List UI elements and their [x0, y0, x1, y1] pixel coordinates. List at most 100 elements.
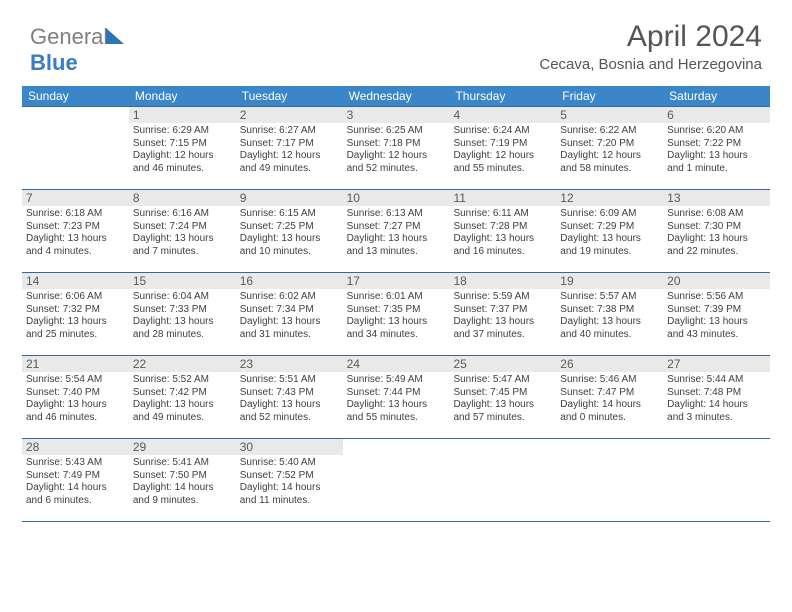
cell-line: Sunrise: 6:06 AM — [26, 291, 125, 304]
calendar-cell: 17Sunrise: 6:01 AMSunset: 7:35 PMDayligh… — [343, 273, 450, 355]
cell-line: Sunrise: 5:49 AM — [347, 374, 446, 387]
cell-line: and 55 minutes. — [347, 412, 446, 425]
cell-line: Daylight: 13 hours — [26, 399, 125, 412]
cell-line: Sunrise: 6:01 AM — [347, 291, 446, 304]
cell-line: Sunrise: 5:54 AM — [26, 374, 125, 387]
cell-line: and 13 minutes. — [347, 246, 446, 259]
calendar-cell: 9Sunrise: 6:15 AMSunset: 7:25 PMDaylight… — [236, 190, 343, 272]
cell-line: Sunset: 7:30 PM — [667, 221, 766, 234]
cell-line: Daylight: 14 hours — [240, 482, 339, 495]
calendar-cell: 29Sunrise: 5:41 AMSunset: 7:50 PMDayligh… — [129, 439, 236, 521]
calendar-cell: 21Sunrise: 5:54 AMSunset: 7:40 PMDayligh… — [22, 356, 129, 438]
cell-line: and 25 minutes. — [26, 329, 125, 342]
calendar-cell: 28Sunrise: 5:43 AMSunset: 7:49 PMDayligh… — [22, 439, 129, 521]
calendar-cell: 25Sunrise: 5:47 AMSunset: 7:45 PMDayligh… — [449, 356, 556, 438]
cell-line: Daylight: 13 hours — [26, 316, 125, 329]
cell-line: Sunrise: 6:13 AM — [347, 208, 446, 221]
calendar-cell — [343, 439, 450, 521]
calendar-cell: 12 Sunrise: 6:09 AMSunset: 7:29 PMDayligh… — [556, 190, 663, 272]
day-number: 22 — [129, 356, 236, 372]
cell-line: Sunrise: 5:44 AM — [667, 374, 766, 387]
cell-line: Sunrise: 5:43 AM — [26, 457, 125, 470]
calendar-cell: 26Sunrise: 5:46 AMSunset: 7:47 PMDayligh… — [556, 356, 663, 438]
day-number: 20 — [663, 273, 770, 289]
day-header: Sunday — [22, 89, 129, 103]
cell-line: Daylight: 13 hours — [240, 233, 339, 246]
calendar-cell: 16Sunrise: 6:02 AMSunset: 7:34 PMDayligh… — [236, 273, 343, 355]
calendar-cell: 18Sunrise: 5:59 AMSunset: 7:37 PMDayligh… — [449, 273, 556, 355]
calendar-cell: 3Sunrise: 6:25 AMSunset: 7:18 PMDaylight… — [343, 107, 450, 189]
calendar-cell: 2Sunrise: 6:27 AMSunset: 7:17 PMDaylight… — [236, 107, 343, 189]
cell-line: Sunset: 7:47 PM — [560, 387, 659, 400]
cell-line: Sunset: 7:19 PM — [453, 138, 552, 151]
page-title: April 2024 — [627, 20, 762, 54]
cell-line: Sunrise: 6:09 AM — [560, 208, 659, 221]
cell-line: Sunset: 7:20 PM — [560, 138, 659, 151]
day-number: 17 — [343, 273, 450, 289]
cell-line: and 37 minutes. — [453, 329, 552, 342]
day-number: 3 — [343, 107, 450, 123]
day-number: 28 — [22, 439, 129, 455]
cell-line: Sunrise: 5:40 AM — [240, 457, 339, 470]
day-number: 18 — [449, 273, 556, 289]
cell-line: Sunset: 7:39 PM — [667, 304, 766, 317]
day-number: 4 — [449, 107, 556, 123]
week-row: 1Sunrise: 6:29 AMSunset: 7:15 PMDaylight… — [22, 106, 770, 189]
day-number: 25 — [449, 356, 556, 372]
week-row: 14Sunrise: 6:06 AMSunset: 7:32 PMDayligh… — [22, 272, 770, 355]
cell-line: Sunset: 7:38 PM — [560, 304, 659, 317]
cell-line: Sunrise: 6:02 AM — [240, 291, 339, 304]
day-number: 11 — [449, 190, 556, 206]
week-row: 7Sunrise: 6:18 AMSunset: 7:23 PMDaylight… — [22, 189, 770, 272]
cell-line: and 1 minute. — [667, 163, 766, 176]
day-header: Monday — [129, 89, 236, 103]
cell-line: Sunset: 7:37 PM — [453, 304, 552, 317]
week-row: 28Sunrise: 5:43 AMSunset: 7:49 PMDayligh… — [22, 438, 770, 522]
cell-line: Sunset: 7:42 PM — [133, 387, 232, 400]
calendar-cell: 6Sunrise: 6:20 AMSunset: 7:22 PMDaylight… — [663, 107, 770, 189]
day-number: 15 — [129, 273, 236, 289]
cell-line: Daylight: 13 hours — [347, 233, 446, 246]
cell-line: Sunrise: 6:22 AM — [560, 125, 659, 138]
day-header: Thursday — [449, 89, 556, 103]
cell-line: and 49 minutes. — [240, 163, 339, 176]
cell-line: and 22 minutes. — [667, 246, 766, 259]
cell-line: and 11 minutes. — [240, 495, 339, 508]
cell-line: Sunset: 7:29 PM — [560, 221, 659, 234]
cell-line: Daylight: 12 hours — [133, 150, 232, 163]
cell-line: and 43 minutes. — [667, 329, 766, 342]
calendar-cell: 24Sunrise: 5:49 AMSunset: 7:44 PMDayligh… — [343, 356, 450, 438]
calendar-cell: 8Sunrise: 6:16 AMSunset: 7:24 PMDaylight… — [129, 190, 236, 272]
cell-line: and 31 minutes. — [240, 329, 339, 342]
cell-line: Daylight: 13 hours — [560, 233, 659, 246]
cell-line: Daylight: 12 hours — [347, 150, 446, 163]
cell-line: Sunrise: 5:41 AM — [133, 457, 232, 470]
calendar-cell: 5Sunrise: 6:22 AMSunset: 7:20 PMDaylight… — [556, 107, 663, 189]
calendar: SundayMondayTuesdayWednesdayThursdayFrid… — [22, 86, 770, 522]
cell-line: and 19 minutes. — [560, 246, 659, 259]
cell-line: Sunrise: 6:29 AM — [133, 125, 232, 138]
cell-line: and 58 minutes. — [560, 163, 659, 176]
cell-line: Sunset: 7:50 PM — [133, 470, 232, 483]
day-header: Tuesday — [236, 89, 343, 103]
cell-line: Sunset: 7:52 PM — [240, 470, 339, 483]
calendar-cell: 10Sunrise: 6:13 AMSunset: 7:27 PMDayligh… — [343, 190, 450, 272]
calendar-cell: 13Sunrise: 6:08 AMSunset: 7:30 PMDayligh… — [663, 190, 770, 272]
day-header: Saturday — [663, 89, 770, 103]
cell-line: and 7 minutes. — [133, 246, 232, 259]
day-header: Wednesday — [343, 89, 450, 103]
cell-line: Daylight: 14 hours — [26, 482, 125, 495]
cell-line: Sunset: 7:45 PM — [453, 387, 552, 400]
cell-line: Daylight: 13 hours — [667, 150, 766, 163]
calendar-cell — [449, 439, 556, 521]
calendar-cell — [663, 439, 770, 521]
cell-line: and 0 minutes. — [560, 412, 659, 425]
calendar-cell: 30Sunrise: 5:40 AMSunset: 7:52 PMDayligh… — [236, 439, 343, 521]
day-number: 5 — [556, 107, 663, 123]
cell-line: Daylight: 14 hours — [133, 482, 232, 495]
cell-line: Sunrise: 6:24 AM — [453, 125, 552, 138]
cell-line: and 16 minutes. — [453, 246, 552, 259]
cell-line: Sunset: 7:18 PM — [347, 138, 446, 151]
calendar-cell — [22, 107, 129, 189]
day-number: 12 — [556, 190, 663, 206]
